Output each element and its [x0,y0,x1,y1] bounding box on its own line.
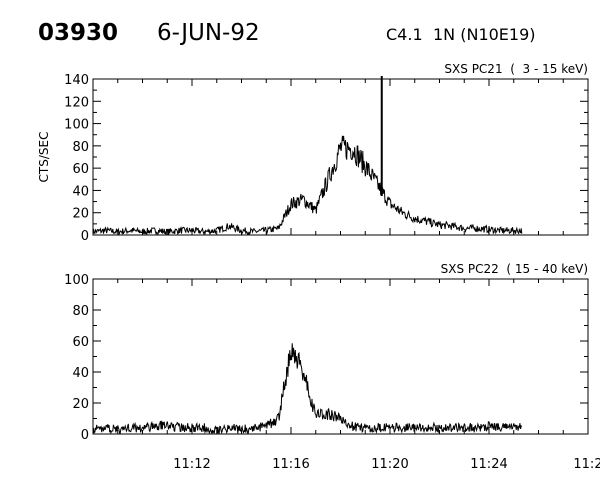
x-tick-label: 11:12 [173,457,210,472]
panel1-plot: 0 20 40 60 80 100 120 140 [64,73,589,244]
panel2-plot: 0 20 40 60 80 100 11:12 11:16 11:20 11:24 11:2 [64,273,600,472]
y-tick-label: 0 [81,229,89,244]
event-id: 03930 [38,20,118,46]
y-axis-label: CTS/SEC [37,132,51,183]
y-tick-label: 20 [72,397,89,412]
plot-frame [92,78,589,236]
panel2-title: SXS PC22 ( 15 - 40 keV) [441,262,588,276]
x-tick-label: 11:2 [573,457,600,472]
series-line [92,343,523,435]
y-tick-label: 20 [72,207,89,222]
y-tick-label: 80 [72,304,89,319]
y-tick-label: 0 [81,428,89,443]
event-date: 6-JUN-92 [157,20,260,46]
y-tick-label: 120 [64,95,89,110]
x-tick-label: 11:16 [272,457,309,472]
y-tick-label: 100 [64,273,89,288]
x-tick-label: 11:24 [470,457,507,472]
panel1-title: SXS PC21 ( 3 - 15 keV) [444,62,588,76]
flare-class: C4.1 [386,25,423,44]
y-tick-label: 60 [72,335,89,350]
plot-frame [92,278,589,435]
y-tick-label: 100 [64,118,89,133]
flare-location: 1N (N10E19) [433,25,536,44]
y-tick-label: 40 [72,184,89,199]
x-tick-label: 11:20 [371,457,408,472]
series-line [92,135,523,236]
y-tick-label: 40 [72,366,89,381]
y-tick-label: 80 [72,140,89,155]
y-tick-label: 60 [72,162,89,177]
y-tick-label: 140 [64,73,89,88]
